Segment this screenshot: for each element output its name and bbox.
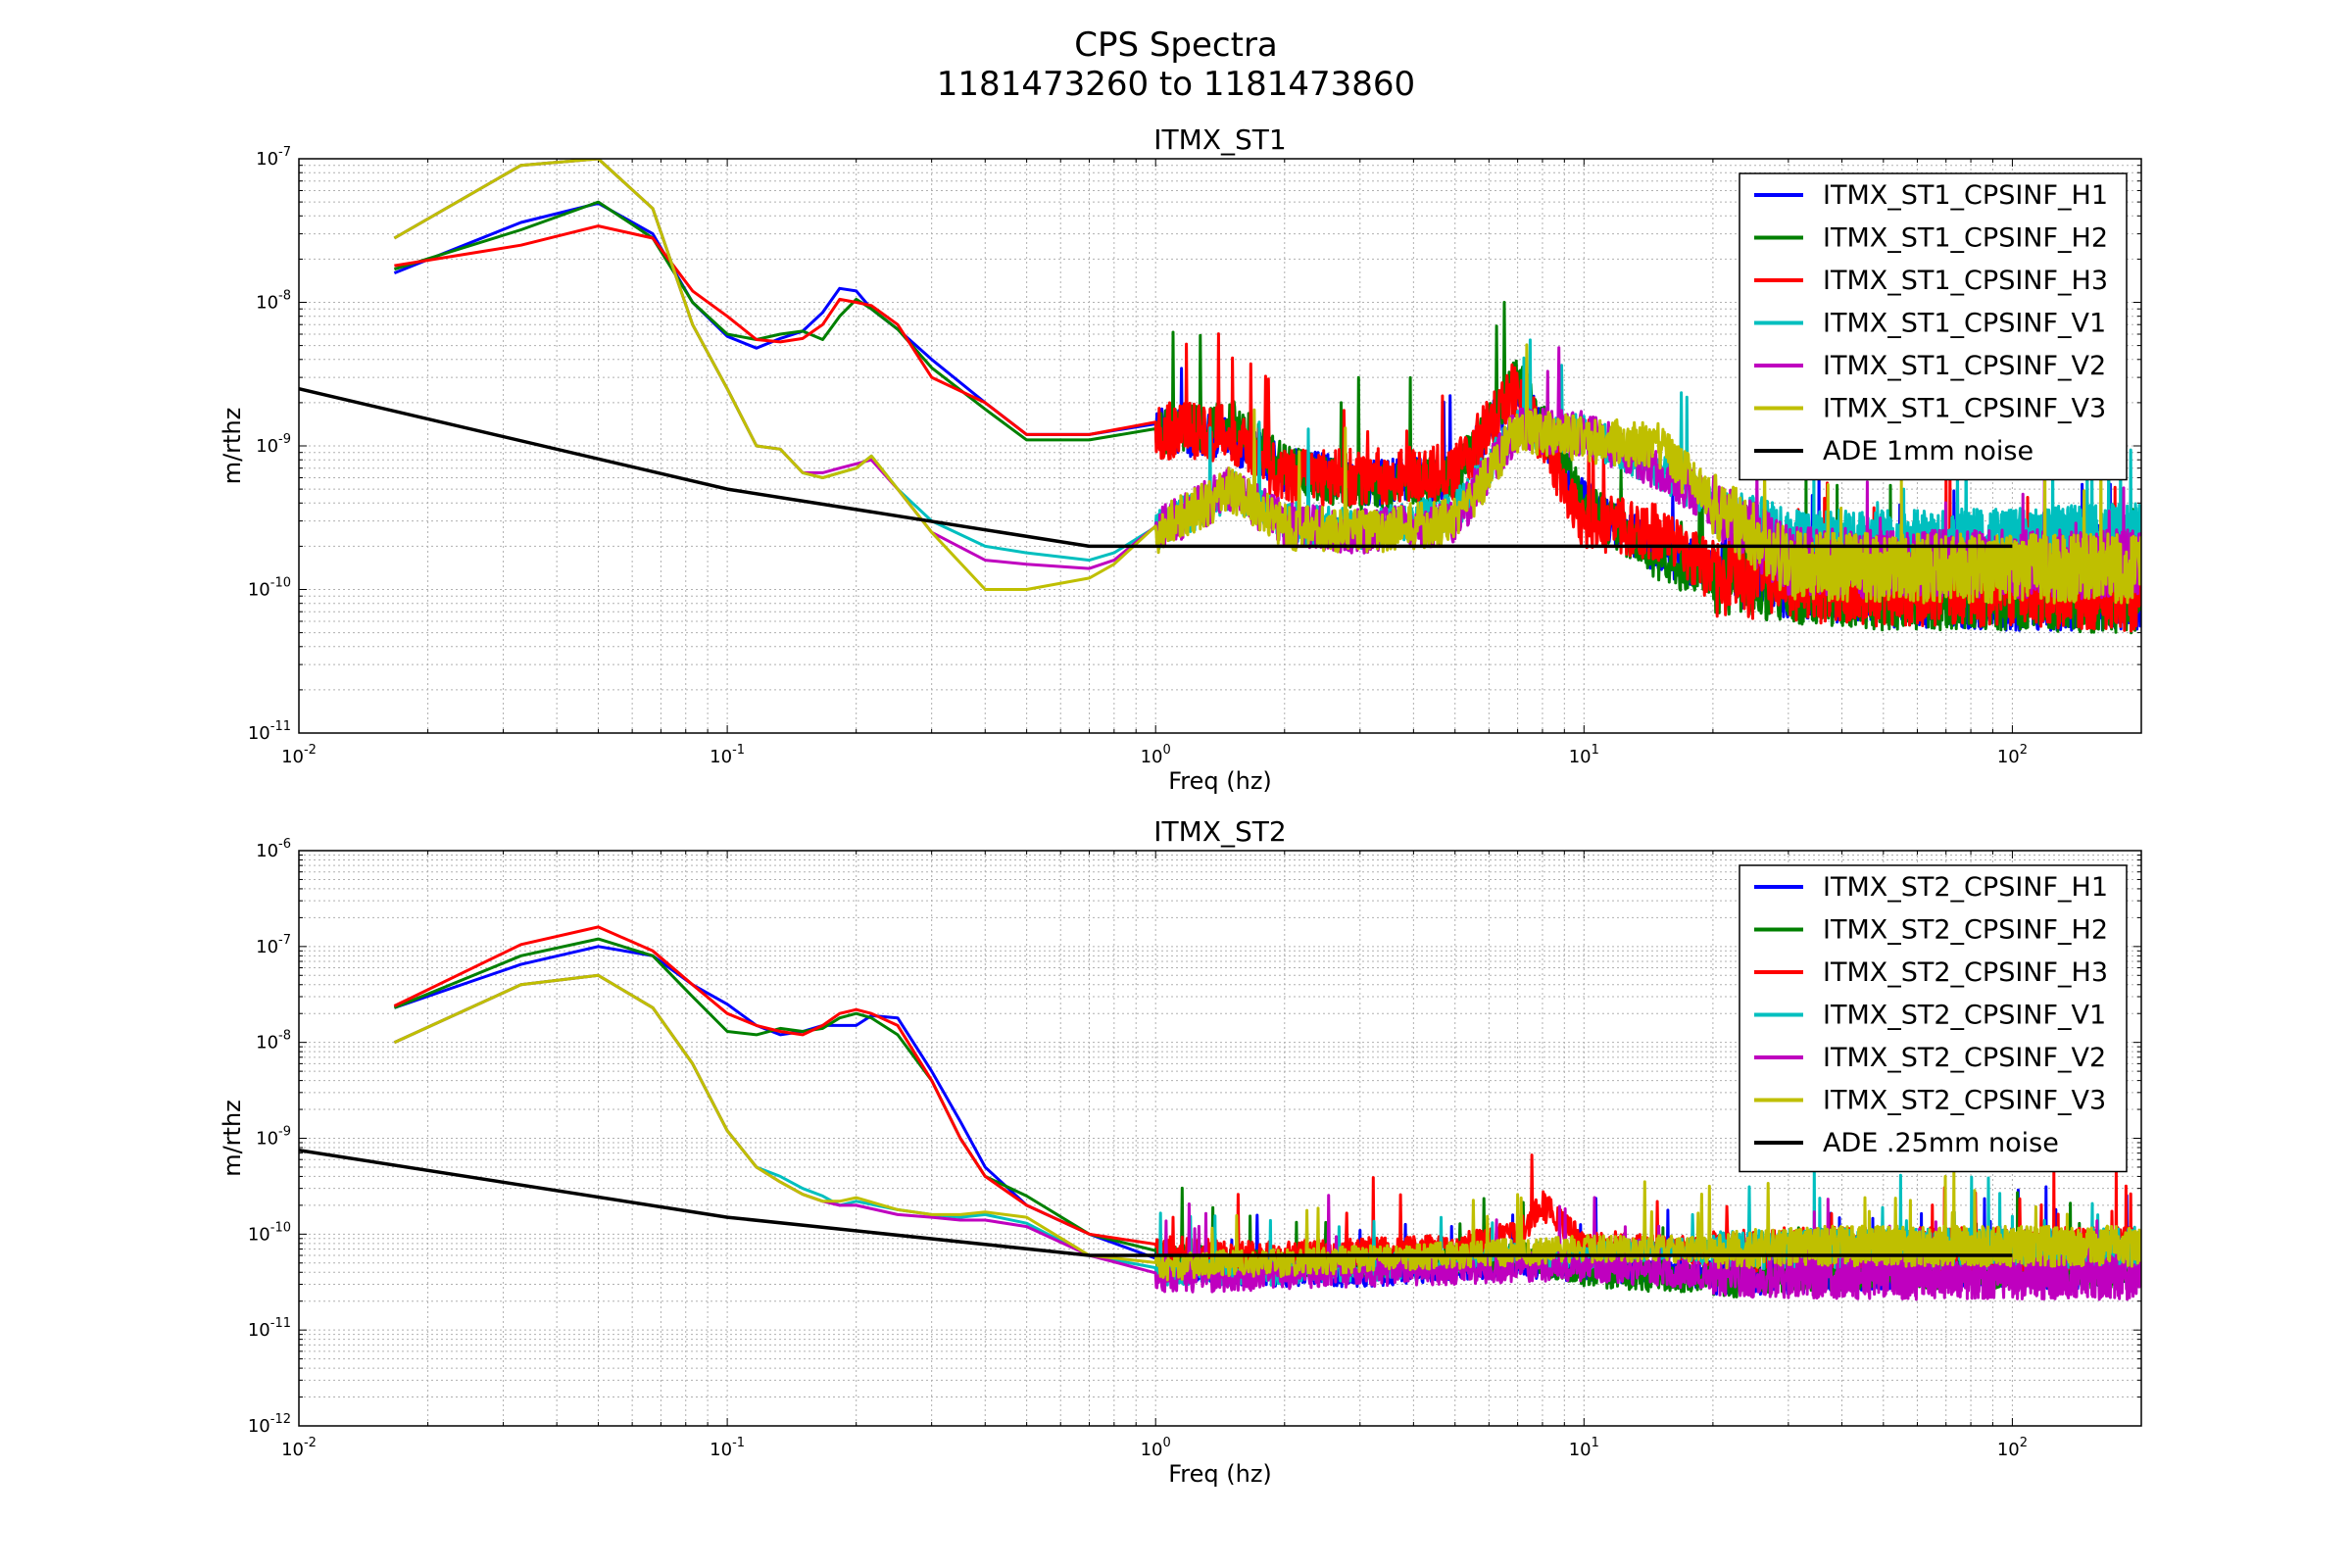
legend-entry: ITMX_ST1_CPSINF_V1	[1823, 309, 2106, 339]
x-tick-label: 101	[1569, 743, 1599, 767]
series-line-ade-25mm-noise	[299, 1148, 2013, 1257]
legend-entry: ITMX_ST1_CPSINF_V3	[1823, 394, 2106, 424]
series-line-ade-1mm-noise	[299, 386, 2013, 549]
series-group	[299, 159, 2141, 635]
legend-entry: ITMX_ST2_CPSINF_H3	[1823, 957, 2108, 988]
series-group	[299, 925, 2141, 1301]
y-tick-label: 10-6	[256, 837, 291, 861]
plot-frame	[298, 158, 2142, 734]
y-tick-label: 10-8	[256, 289, 291, 314]
y-tick-label: 10-11	[248, 719, 291, 744]
x-tick-label: 100	[1141, 743, 1171, 767]
x-tick-label: 102	[1997, 1436, 2028, 1460]
legend-entry: ITMX_ST2_CPSINF_H1	[1823, 872, 2108, 903]
legend: ITMX_ST2_CPSINF_H1 ITMX_ST2_CPSINF_H2 ITMX…	[1739, 864, 2128, 1173]
x-tick-label: 10-2	[281, 1436, 317, 1460]
y-axis-label: m/rthz	[219, 408, 246, 485]
legend-box	[1739, 864, 2128, 1173]
legend-entry: ADE .25mm noise	[1823, 1128, 2059, 1158]
y-axis-label: m/rthz	[219, 1100, 246, 1177]
legend-box	[1739, 172, 2128, 481]
legend-entry: ITMX_ST1_CPSINF_H2	[1823, 223, 2108, 254]
y-tick-label: 10-11	[248, 1316, 291, 1341]
x-tick-label: 10-1	[710, 1436, 745, 1460]
legend-entry: ITMX_ST2_CPSINF_V3	[1823, 1086, 2106, 1116]
x-tick-label: 10-1	[710, 743, 745, 767]
plot-frame	[298, 850, 2142, 1427]
legend-entry: ITMX_ST2_CPSINF_V2	[1823, 1043, 2106, 1073]
series-line-itmx-st2-cpsinf-v3	[393, 973, 2141, 1282]
legend-entry: ITMX_ST1_CPSINF_V2	[1823, 351, 2106, 381]
figure-title: CPS Spectra	[1074, 25, 1278, 65]
x-tick-label: 101	[1569, 1436, 1599, 1460]
legend-entry: ITMX_ST1_CPSINF_H1	[1823, 180, 2108, 211]
y-tick-label: 10-7	[256, 933, 291, 957]
series-line-itmx-st1-cpsinf-v3	[393, 159, 2141, 605]
chart-2: 10-2 10-1 100 101 102 10-12 10-11 10-10 10-9 10-8…	[219, 815, 2142, 1488]
y-tick-label: 10-10	[248, 576, 291, 601]
x-tick-label: 10-2	[281, 743, 317, 767]
legend-entry: ITMX_ST1_CPSINF_H3	[1823, 266, 2108, 296]
x-axis-label: Freq (hz)	[1168, 1460, 1272, 1488]
legend-entry: ITMX_ST2_CPSINF_V1	[1823, 1001, 2106, 1031]
legend: ITMX_ST1_CPSINF_H1 ITMX_ST1_CPSINF_H2 ITMX…	[1739, 172, 2128, 481]
legend-entry: ITMX_ST2_CPSINF_H2	[1823, 915, 2108, 946]
x-tick-label: 102	[1997, 743, 2028, 767]
y-tick-label: 10-8	[256, 1029, 291, 1054]
figure-subtitle: 1181473260 to 1181473860	[936, 65, 1416, 104]
x-axis-label: Freq (hz)	[1168, 767, 1272, 795]
x-tick-label: 100	[1141, 1436, 1171, 1460]
legend-entry: ADE 1mm noise	[1823, 436, 2034, 466]
chart-title: ITMX_ST1	[1153, 123, 1286, 156]
y-tick-label: 10-7	[256, 145, 291, 170]
y-tick-label: 10-9	[256, 1125, 291, 1150]
chart-1: 10-2 10-1 100 101 102 10-11 10-10 10-9 10-8 10-7 I…	[219, 123, 2142, 795]
y-tick-label: 10-12	[248, 1412, 291, 1437]
chart-title: ITMX_ST2	[1153, 815, 1286, 848]
y-tick-label: 10-9	[256, 432, 291, 457]
y-tick-label: 10-10	[248, 1220, 291, 1245]
